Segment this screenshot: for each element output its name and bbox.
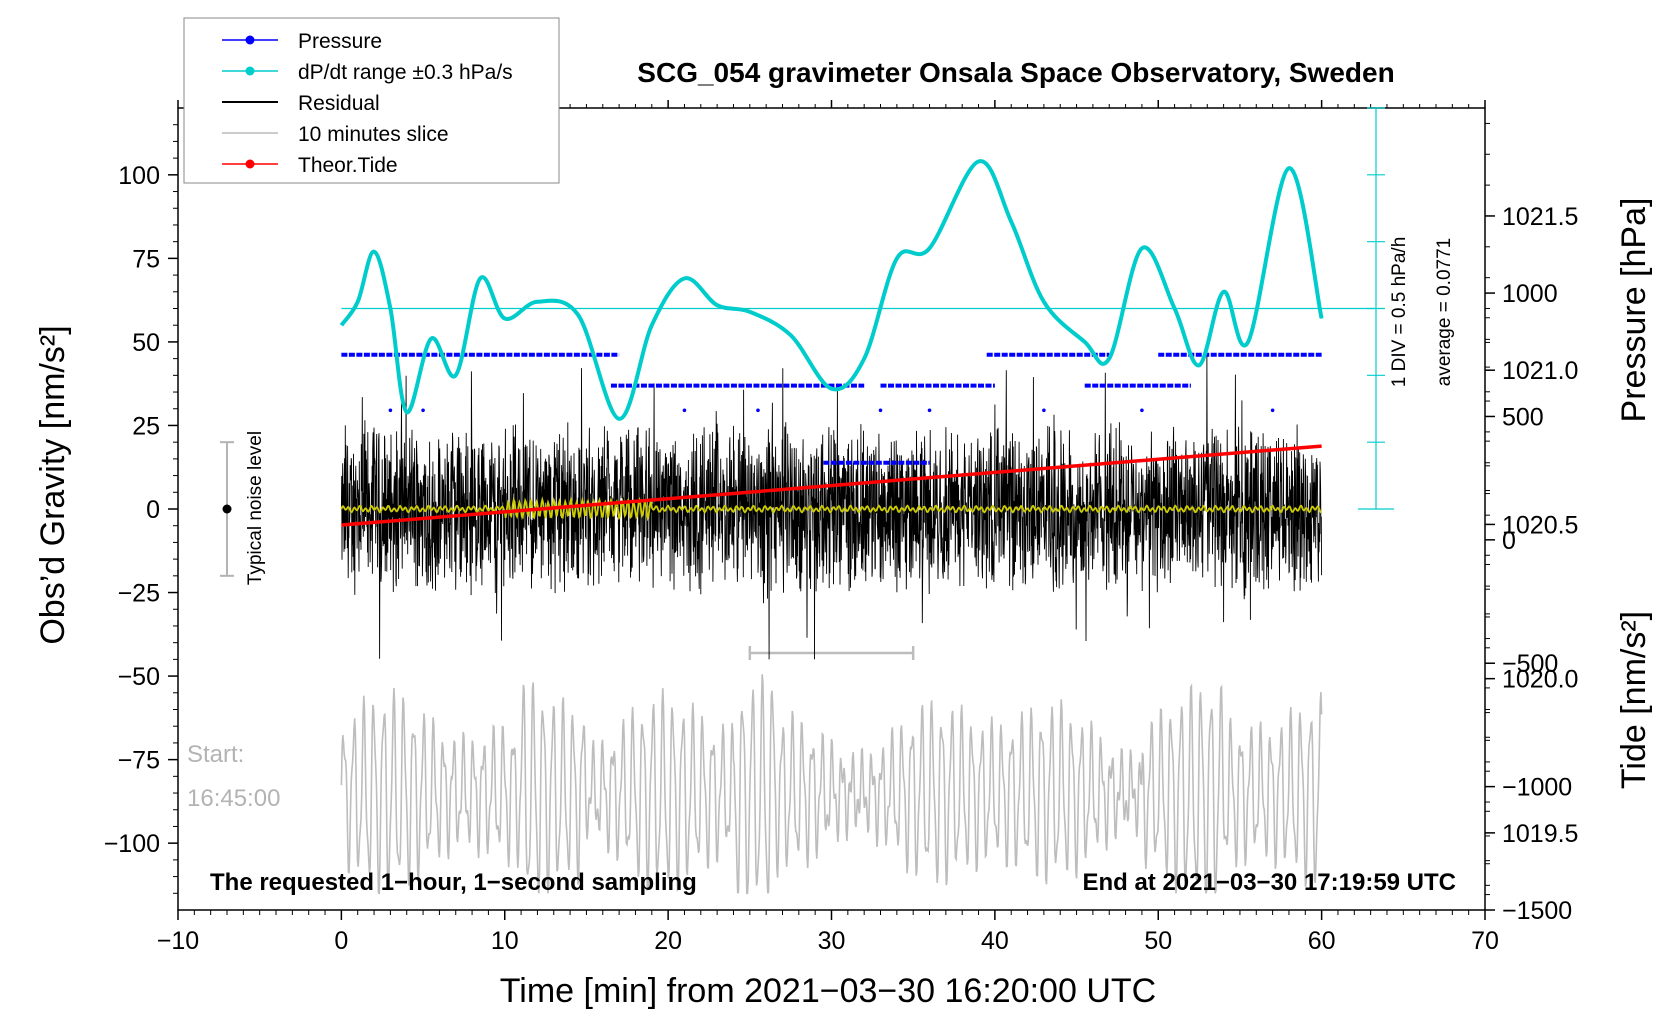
pressure-tick-label: 1020.5	[1502, 511, 1578, 539]
gravity-axis-title: Obs’d Gravity [nm/s²]	[34, 325, 72, 644]
axes-layer: −10 0 10 20 30 40 50 60 701007550250−25−50−75−10…	[104, 100, 1578, 955]
chart-title: SCG_054 gravimeter Onsala Space Observat…	[637, 57, 1394, 88]
pressure-axis-title: Pressure [hPa]	[1615, 198, 1653, 423]
gravity-tick-label: −50	[118, 663, 160, 691]
gravity-tick-label: 0	[146, 496, 160, 524]
tide-tick-label: 0	[1502, 527, 1516, 555]
x-tick-label: 20	[654, 927, 682, 955]
legend-label: Theor.Tide	[298, 154, 398, 177]
gravity-tick-label: −75	[118, 747, 160, 775]
average-label: average = 0.0771	[1434, 238, 1455, 386]
x-tick-label: 30	[818, 927, 846, 955]
pressure-dot	[1270, 408, 1275, 413]
x-tick-label: 0	[334, 927, 348, 955]
x-tick-label: −10	[157, 927, 199, 955]
gravity-tick-label: −100	[104, 830, 160, 858]
tide-tick-label: −1000	[1502, 774, 1572, 802]
tide-layer	[341, 444, 1322, 527]
pressure-dot	[388, 408, 393, 413]
gravity-tick-label: 75	[132, 245, 160, 273]
pressure-dot	[1140, 408, 1144, 413]
legend-box	[183, 17, 560, 184]
sampling-note: The requested 1−hour, 1−second sampling	[210, 869, 697, 896]
legend: Pressure dP/dt range ±0.3 hPa/s Residual 10…	[183, 17, 560, 184]
pressure-dot	[421, 408, 425, 413]
gravity-tick-label: 25	[132, 412, 160, 440]
pressure-layer	[341, 352, 1322, 465]
dpdt-line	[339, 159, 1324, 421]
legend-marker	[245, 35, 255, 45]
gravity-tick-label: 100	[118, 162, 160, 190]
legend-label: Residual	[298, 92, 380, 115]
tide-tick-label: −1500	[1502, 897, 1572, 925]
pressure-tick-label: 1021.5	[1502, 203, 1578, 231]
x-tick-label: 60	[1308, 927, 1336, 955]
residual-layer	[340, 356, 1323, 660]
tide-tick-label: −500	[1502, 650, 1558, 678]
noise-level-center	[222, 504, 232, 514]
x-tick-label: 40	[981, 927, 1009, 955]
slice-line	[340, 674, 1323, 895]
pressure-tick-label: 1020.0	[1502, 666, 1578, 694]
residual-line	[340, 356, 1323, 660]
end-time-note: End at 2021−03−30 17:19:59 UTC	[1082, 869, 1456, 896]
gravity-tick-label: −25	[118, 580, 160, 608]
x-tick-label: 70	[1471, 927, 1499, 955]
pressure-tick-label: 1019.5	[1502, 820, 1578, 848]
gravity-tick-label: 50	[132, 329, 160, 357]
tide-line	[341, 444, 1322, 527]
start-time-label: 16:45:00	[187, 785, 280, 812]
pressure-dot	[878, 408, 883, 413]
dpdt-layer	[339, 159, 1376, 421]
pressure-dot	[1042, 408, 1046, 413]
div-scale-label: 1 DIV = 0.5 hPa/h	[1389, 237, 1410, 388]
legend-marker	[245, 66, 255, 76]
tide-axis-title: Tide [nm/s²]	[1615, 611, 1653, 789]
tide-tick-label: 500	[1502, 403, 1544, 431]
pressure-dot	[927, 408, 932, 413]
pressure-dot	[682, 408, 687, 413]
legend-marker	[245, 159, 255, 169]
x-tick-label: 10	[491, 927, 519, 955]
pressure-dot	[756, 408, 760, 413]
x-tick-label: 50	[1144, 927, 1172, 955]
legend-label: 10 minutes slice	[298, 123, 449, 146]
slice-layer	[340, 646, 1323, 895]
legend-label: Pressure	[298, 30, 382, 53]
noise-level-label: Typical noise level	[245, 431, 266, 585]
start-label: Start:	[187, 741, 244, 768]
pressure-tick-label: 1021.0	[1502, 357, 1578, 385]
x-axis-title: Time [min] from 2021−03−30 16:20:00 UTC	[500, 972, 1156, 1010]
tide-tick-label: 1000	[1502, 280, 1558, 308]
legend-label: dP/dt range ±0.3 hPa/s	[298, 61, 513, 84]
